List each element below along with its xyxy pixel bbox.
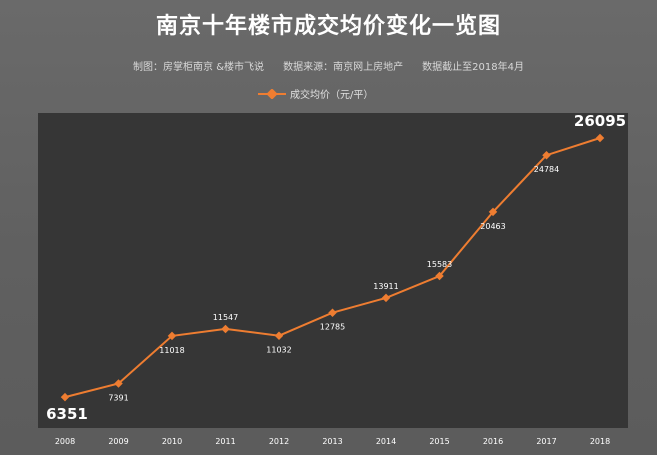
- series-layer: [60, 133, 605, 402]
- data-point-2012: [274, 331, 284, 340]
- x-tick-label-2015: 2015: [429, 437, 449, 446]
- x-tick-label-2013: 2013: [322, 437, 342, 446]
- legend-line-marker-icon: [258, 88, 286, 99]
- data-label-2012: 11032: [266, 346, 291, 355]
- data-label-2014: 13911: [373, 282, 398, 291]
- data-label-2015: 15583: [427, 260, 452, 269]
- data-point-2011: [221, 324, 230, 334]
- data-label-2013: 12785: [320, 323, 345, 332]
- data-label-2018: 26095: [574, 112, 626, 130]
- data-label-2011: 11547: [213, 313, 238, 322]
- data-label-2008: 6351: [46, 405, 88, 423]
- x-tick-label-2014: 2014: [376, 437, 396, 446]
- data-point-2014: [381, 293, 391, 303]
- data-point-2010: [167, 331, 177, 341]
- data-label-2016: 20463: [480, 222, 505, 231]
- x-tick-label-2018: 2018: [590, 437, 610, 446]
- x-axis: 2008 2009 2010 2011 2012 2013 2014 2015 2016 2017…: [55, 437, 610, 446]
- data-label-2009: 7391: [108, 393, 128, 402]
- legend: 成交均价（元/平）: [258, 86, 373, 101]
- x-tick-label-2010: 2010: [162, 437, 182, 446]
- x-tick-label-2009: 2009: [108, 437, 128, 446]
- data-label-2017: 24784: [534, 165, 559, 174]
- x-tick-label-2012: 2012: [269, 437, 289, 446]
- data-point-2015: [435, 271, 444, 281]
- data-point-2008: [60, 392, 70, 402]
- data-point-2013: [328, 308, 337, 317]
- data-point-2009: [114, 379, 123, 388]
- x-tick-label-2017: 2017: [536, 437, 556, 446]
- x-tick-label-2008: 2008: [55, 437, 75, 446]
- legend-label: 成交均价（元/平）: [290, 90, 374, 101]
- data-point-2016: [488, 207, 498, 217]
- chart-subtitle: 制图：房掌柜南京 &楼市飞说 数据来源：南京网上房地产 数据截止至2018年4月: [133, 62, 524, 73]
- chart-title: 南京十年楼市成交均价变化一览图: [155, 14, 501, 39]
- plot-area: [38, 113, 628, 428]
- data-label-2010: 11018: [159, 346, 184, 355]
- data-label-layer: 6351 7391 11018 11547 11032 12785 13911 15583 20…: [46, 112, 626, 423]
- x-tick-label-2011: 2011: [215, 437, 235, 446]
- x-tick-label-2016: 2016: [483, 437, 503, 446]
